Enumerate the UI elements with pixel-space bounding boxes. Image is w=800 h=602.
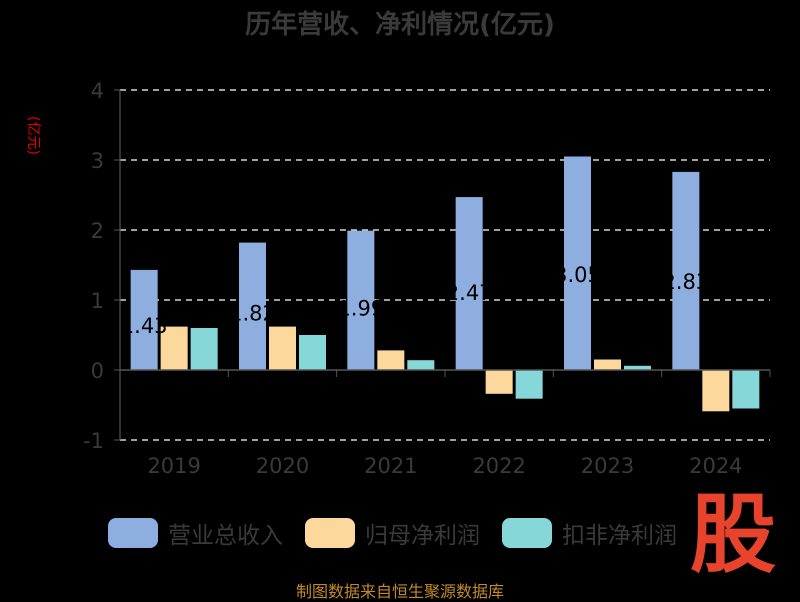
bar-net-profit bbox=[702, 370, 730, 412]
data-label: 2.47 bbox=[446, 281, 493, 305]
bar-revenue bbox=[239, 242, 266, 370]
data-label: 1.43 bbox=[121, 314, 168, 338]
bar-net-profit bbox=[160, 326, 188, 370]
y-tick-label: 4 bbox=[91, 79, 104, 103]
bar-deducted-profit bbox=[624, 365, 651, 370]
bar-deducted-profit bbox=[299, 335, 326, 370]
stock-logo: 股 bbox=[690, 492, 782, 592]
data-label: 1.99 bbox=[337, 296, 384, 320]
data-label: 3.05 bbox=[554, 263, 601, 287]
bar-net-profit bbox=[485, 370, 513, 394]
x-tick-label: 2023 bbox=[581, 454, 634, 478]
y-tick-label: 1 bbox=[91, 289, 104, 313]
bar-revenue bbox=[347, 230, 375, 370]
stock-logo-glyph: 股 bbox=[690, 485, 776, 585]
bar-revenue bbox=[672, 171, 700, 370]
source-note: 制图数据来自恒生聚源数据库 bbox=[295, 582, 504, 601]
y-tick-label: 3 bbox=[91, 149, 104, 173]
legend-swatch-revenue bbox=[108, 518, 158, 548]
data-label: 1.82 bbox=[229, 302, 276, 326]
legend-item-revenue[interactable]: 营业总收入 bbox=[108, 516, 283, 550]
legend-swatch-deducted-profit bbox=[502, 518, 552, 548]
bar-net-profit bbox=[377, 350, 405, 370]
legend-label-deducted-profit: 扣非净利润 bbox=[562, 523, 677, 549]
legend-item-net-profit[interactable]: 归母净利润 bbox=[305, 516, 480, 550]
bar-net-profit bbox=[269, 326, 296, 370]
legend-label-net-profit: 归母净利润 bbox=[365, 523, 480, 549]
y-tick-label: 2 bbox=[91, 219, 104, 243]
bar-deducted-profit bbox=[732, 370, 760, 409]
chart-legend: 营业总收入 归母净利润 扣非净利润 bbox=[108, 516, 699, 550]
x-tick-label: 2020 bbox=[256, 454, 309, 478]
bar-deducted-profit bbox=[515, 370, 543, 399]
y-tick-label: 0 bbox=[91, 359, 104, 383]
y-tick-label: -1 bbox=[83, 429, 104, 453]
bar-revenue bbox=[130, 269, 158, 370]
chart-title: 历年营收、净利情况(亿元) bbox=[245, 10, 555, 40]
bar-revenue bbox=[564, 156, 591, 370]
bar-net-profit bbox=[594, 359, 621, 370]
bar-deducted-profit bbox=[407, 360, 435, 370]
bar-revenue bbox=[455, 197, 483, 370]
legend-item-deducted-profit[interactable]: 扣非净利润 bbox=[502, 516, 677, 550]
bar-deducted-profit bbox=[190, 328, 218, 370]
legend-label-revenue: 营业总收入 bbox=[168, 523, 283, 549]
data-label: 2.83 bbox=[662, 270, 709, 294]
x-tick-label: 2019 bbox=[147, 454, 200, 478]
legend-swatch-net-profit bbox=[305, 518, 355, 548]
x-tick-label: 2022 bbox=[472, 454, 525, 478]
x-tick-label: 2024 bbox=[689, 454, 742, 478]
x-tick-label: 2021 bbox=[364, 454, 417, 478]
